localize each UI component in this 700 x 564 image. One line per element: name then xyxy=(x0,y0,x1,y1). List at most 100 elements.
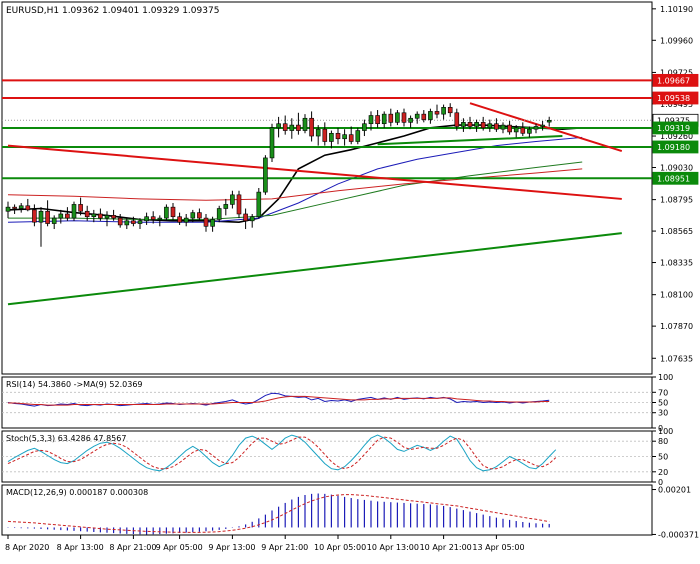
candle[interactable] xyxy=(51,215,57,230)
candle[interactable] xyxy=(230,190,235,209)
candle[interactable] xyxy=(381,111,387,128)
candle[interactable] xyxy=(210,216,215,232)
candle[interactable] xyxy=(111,209,116,221)
candle[interactable] xyxy=(150,211,156,224)
candle[interactable] xyxy=(157,215,163,227)
candle[interactable] xyxy=(243,208,248,230)
candle[interactable] xyxy=(91,209,97,223)
rsi-axis-tick: 0 xyxy=(658,424,663,433)
candle[interactable] xyxy=(45,200,50,227)
candle[interactable] xyxy=(137,218,143,230)
candle[interactable] xyxy=(170,203,176,221)
candle[interactable] xyxy=(513,125,519,138)
candle[interactable] xyxy=(65,207,70,221)
candle[interactable] xyxy=(520,122,526,137)
candle[interactable] xyxy=(5,201,11,219)
candle[interactable] xyxy=(342,129,347,146)
candle[interactable] xyxy=(507,120,512,135)
candle[interactable] xyxy=(164,204,169,221)
candle[interactable] xyxy=(177,212,182,225)
candle[interactable] xyxy=(467,116,473,130)
rsi-plot[interactable] xyxy=(2,391,652,414)
candle[interactable] xyxy=(124,218,130,230)
candle[interactable] xyxy=(276,116,281,138)
candle[interactable] xyxy=(533,123,539,134)
candle[interactable] xyxy=(474,119,479,132)
stoch-plot[interactable] xyxy=(2,434,652,473)
candle[interactable] xyxy=(18,203,24,213)
candle[interactable] xyxy=(414,111,420,124)
stoch-title: Stoch(5,3,3) 63.4286 47.8567 xyxy=(6,434,126,443)
candle[interactable] xyxy=(546,116,552,127)
candle[interactable] xyxy=(269,123,275,163)
resistance-trendline-1[interactable] xyxy=(469,102,623,153)
candle[interactable] xyxy=(375,110,380,128)
candle[interactable] xyxy=(197,208,202,221)
candle[interactable] xyxy=(117,213,123,228)
support-trendline-3[interactable] xyxy=(377,135,563,146)
candle[interactable] xyxy=(447,103,453,117)
candle[interactable] xyxy=(428,108,433,124)
candle[interactable] xyxy=(500,122,506,134)
candle[interactable] xyxy=(408,115,413,128)
candle[interactable] xyxy=(58,209,64,224)
support-trendline-2[interactable] xyxy=(7,232,622,306)
candle[interactable] xyxy=(309,111,314,142)
candle[interactable] xyxy=(355,127,361,145)
price-axis-tick: 1.09260 xyxy=(660,132,693,141)
candle[interactable] xyxy=(32,204,37,227)
candle[interactable] xyxy=(395,110,400,126)
candle[interactable] xyxy=(263,155,268,195)
candle[interactable] xyxy=(223,198,229,216)
price-axis-tick: 1.09960 xyxy=(660,36,693,45)
candle[interactable] xyxy=(183,213,189,227)
macd-axis-tick: 0.00201 xyxy=(658,486,691,495)
candle[interactable] xyxy=(216,205,222,223)
candle[interactable] xyxy=(421,110,427,123)
candle[interactable] xyxy=(540,120,545,131)
candle[interactable] xyxy=(282,115,288,135)
candle[interactable] xyxy=(144,212,149,225)
candle[interactable] xyxy=(368,111,374,131)
price-plot[interactable] xyxy=(2,79,652,306)
candle[interactable] xyxy=(131,216,136,227)
candle[interactable] xyxy=(296,112,301,135)
candle[interactable] xyxy=(38,207,44,247)
candle[interactable] xyxy=(401,108,407,127)
candle[interactable] xyxy=(480,116,486,131)
price-label-text: 1.08951 xyxy=(657,174,690,183)
resistance-trendline-0[interactable] xyxy=(7,144,622,200)
candle[interactable] xyxy=(78,197,83,216)
candle[interactable] xyxy=(461,118,466,132)
candle[interactable] xyxy=(98,208,103,221)
candle[interactable] xyxy=(190,209,196,223)
macd-plot[interactable] xyxy=(7,493,550,535)
candle[interactable] xyxy=(348,126,354,145)
candle[interactable] xyxy=(494,118,499,132)
candle[interactable] xyxy=(362,119,367,137)
candle[interactable] xyxy=(84,205,90,221)
candle[interactable] xyxy=(203,213,209,232)
candle[interactable] xyxy=(487,119,493,132)
candle[interactable] xyxy=(236,190,242,219)
candle[interactable] xyxy=(12,204,17,214)
candle[interactable] xyxy=(388,108,394,127)
stoch-axis-tick: 50 xyxy=(658,453,668,462)
candle[interactable] xyxy=(256,188,262,219)
candle[interactable] xyxy=(322,122,328,146)
candle[interactable] xyxy=(71,201,77,221)
candle[interactable] xyxy=(434,104,440,119)
candle[interactable] xyxy=(302,114,308,134)
candle[interactable] xyxy=(315,125,321,146)
candle[interactable] xyxy=(335,127,341,145)
candle[interactable] xyxy=(454,108,460,131)
candle[interactable] xyxy=(527,126,532,138)
candle[interactable] xyxy=(104,211,110,227)
candle[interactable] xyxy=(289,118,295,139)
candle[interactable] xyxy=(441,104,446,120)
candle[interactable] xyxy=(329,130,334,149)
candle[interactable] xyxy=(25,198,31,212)
candle[interactable] xyxy=(249,213,255,228)
